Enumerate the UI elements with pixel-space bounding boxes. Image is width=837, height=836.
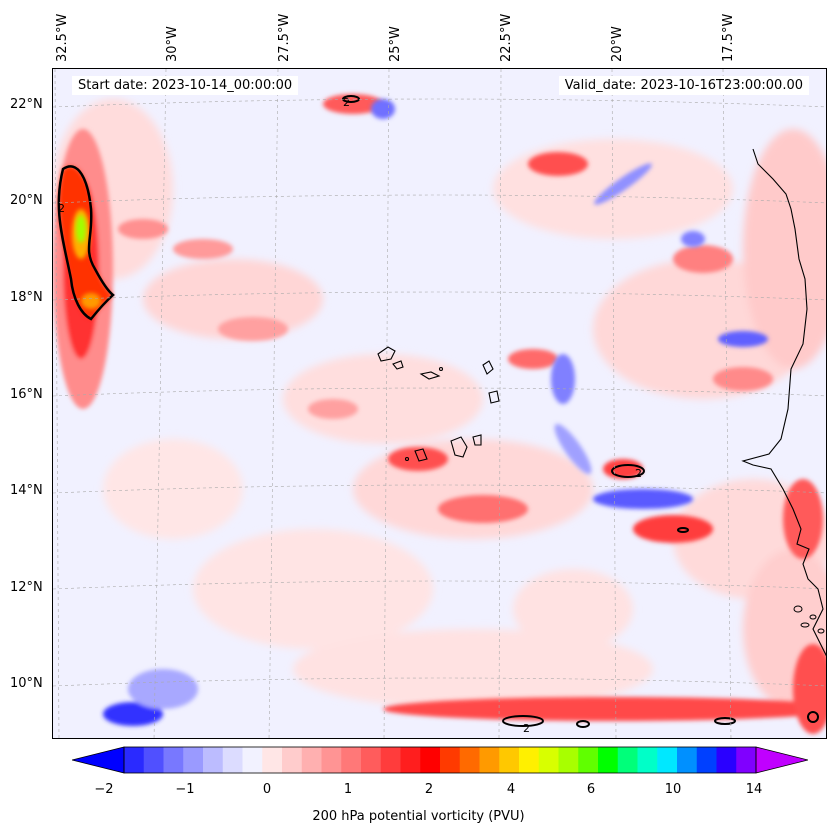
colorbar-tick-6: 6: [586, 782, 596, 797]
colorbar-tick-4: 4: [506, 782, 516, 797]
colorbar-cell: [617, 747, 638, 773]
lat-label-20n: 20°N: [10, 193, 43, 208]
pv-field-map: 2 2 2 2: [53, 69, 826, 738]
colorbar-cell: [321, 747, 342, 773]
colorbar-cell: [262, 747, 283, 773]
lon-label-30w: 30°W: [165, 26, 180, 62]
colorbar-outline: [123, 746, 757, 774]
contour-label-west: 2: [58, 202, 65, 215]
lon-label-25w: 25°W: [388, 26, 403, 62]
colorbar-tick-m2: −2: [94, 782, 114, 797]
colorbar-cell: [400, 747, 421, 773]
colorbar-cell: [716, 747, 737, 773]
lat-label-12n: 12°N: [10, 580, 43, 595]
lon-label-17-5w: 17.5°W: [721, 13, 736, 62]
colorbar-tick-14: 14: [745, 782, 763, 797]
colorbar-cell: [341, 747, 362, 773]
colorbar-tick-0: 0: [262, 782, 272, 797]
lon-label-22-5w: 22.5°W: [499, 13, 514, 62]
colorbar-cell: [538, 747, 559, 773]
colorbar-min-arrow: [72, 746, 125, 774]
colorbar-cell: [124, 747, 145, 773]
colorbar-cell: [459, 747, 480, 773]
valid-date-label: Valid_date: 2023-10-16T23:00:00.00: [558, 76, 809, 95]
colorbar-cell: [380, 747, 401, 773]
colorbar-cell: [519, 747, 540, 773]
colorbar-cell: [637, 747, 658, 773]
colorbar-cell: [301, 747, 322, 773]
colorbar-cell: [558, 747, 579, 773]
colorbar-cell: [420, 747, 441, 773]
lat-label-22n: 22°N: [10, 97, 43, 112]
colorbar-max-arrow: [755, 746, 808, 774]
pv-west-edge-max: [57, 165, 115, 321]
colorbar-cell: [163, 747, 184, 773]
colorbar-cells: [124, 747, 757, 773]
colorbar-tick-2: 2: [424, 782, 434, 797]
colorbar-cell: [361, 747, 382, 773]
map-panel[interactable]: 2 2 2 2: [52, 68, 827, 739]
colorbar-tick-m1: −1: [175, 782, 195, 797]
colorbar-cell: [282, 747, 303, 773]
colorbar-cell: [440, 747, 461, 773]
colorbar-tick-10: 10: [664, 782, 682, 797]
contour-label-north: 2: [343, 96, 350, 109]
cape-verde-islands: [377, 346, 500, 462]
colorbar-tick-1: 1: [343, 782, 353, 797]
pv-blue-features: [103, 99, 768, 726]
colorbar-cell: [696, 747, 717, 773]
lon-label-27-5w: 27.5°W: [277, 13, 292, 62]
bissagos-islands: [793, 605, 825, 634]
colorbar-cell: [657, 747, 678, 773]
colorbar-cell: [242, 747, 263, 773]
colorbar-cell: [736, 747, 757, 773]
colorbar-cell: [677, 747, 698, 773]
lat-label-10n: 10°N: [10, 676, 43, 691]
colorbar-cell: [578, 747, 599, 773]
lon-label-32-5w: 32.5°W: [55, 13, 70, 62]
lat-label-18n: 18°N: [10, 290, 43, 305]
lat-label-16n: 16°N: [10, 387, 43, 402]
start-date-label: Start date: 2023-10-14_00:00:00: [72, 76, 299, 95]
colorbar-cell: [183, 747, 204, 773]
colorbar-label: 200 hPa potential vorticity (PVU): [312, 809, 525, 824]
colorbar-cell: [203, 747, 224, 773]
colorbar-cell: [143, 747, 164, 773]
colorbar-cell: [479, 747, 500, 773]
colorbar: [72, 746, 808, 774]
pv-2-contours: [342, 95, 819, 728]
contour-label-east: 2: [635, 467, 642, 480]
lon-label-20w: 20°W: [610, 26, 625, 62]
contour-label-south: 2: [523, 722, 530, 735]
graticule: [53, 69, 826, 738]
colorbar-cell: [499, 747, 520, 773]
colorbar-cell: [222, 747, 243, 773]
lat-label-14n: 14°N: [10, 483, 43, 498]
africa-coastline: [741, 148, 826, 657]
colorbar-cell: [598, 747, 619, 773]
